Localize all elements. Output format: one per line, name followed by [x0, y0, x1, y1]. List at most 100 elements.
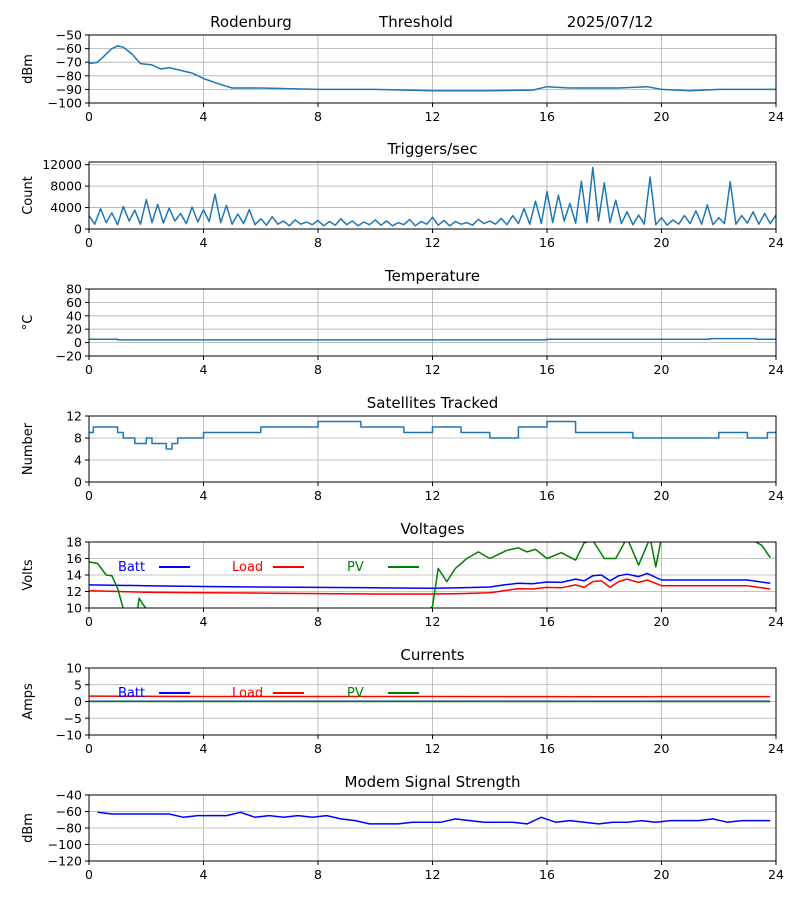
x-tick-label: 8 — [314, 741, 322, 756]
y-axis-label: Volts — [21, 559, 36, 591]
legend-label-pv: PV — [347, 560, 364, 575]
y-axis-label: Number — [21, 422, 36, 475]
x-tick-label: 24 — [768, 614, 784, 629]
x-tick-label: 4 — [200, 741, 208, 756]
x-tick-label: 8 — [314, 867, 322, 882]
y-tick-label: 0 — [74, 335, 82, 350]
y-tick-label: 12000 — [42, 157, 82, 172]
x-tick-label: 4 — [200, 867, 208, 882]
x-tick-label: 4 — [200, 488, 208, 503]
series-line-load — [89, 578, 771, 595]
x-tick-label: 20 — [654, 488, 670, 503]
x-tick-label: 12 — [425, 109, 441, 124]
y-tick-label: −20 — [56, 349, 82, 364]
panel-title: Currents — [400, 646, 464, 664]
x-tick-label: 4 — [200, 614, 208, 629]
x-tick-label: 24 — [768, 867, 784, 882]
y-axis-label: dBm — [21, 813, 36, 843]
x-tick-label: 0 — [85, 741, 93, 756]
y-tick-label: −120 — [48, 854, 82, 869]
series-line-pv — [89, 542, 771, 608]
x-tick-label: 16 — [539, 109, 555, 124]
y-tick-label: −80 — [56, 68, 82, 83]
y-tick-label: 80 — [66, 282, 82, 297]
x-tick-label: 16 — [539, 741, 555, 756]
y-tick-label: 40 — [66, 308, 82, 323]
y-axis-label: Amps — [21, 683, 36, 720]
x-tick-label: 16 — [539, 488, 555, 503]
panel-4: 0 4 8 12 16 20 24 0 4 8 12 Satellites Tracked Number — [21, 394, 784, 503]
y-tick-label: 10 — [66, 661, 82, 676]
x-tick-label: 0 — [85, 235, 93, 250]
x-tick-label: 24 — [768, 235, 784, 250]
x-tick-label: 4 — [200, 362, 208, 377]
x-tick-label: 12 — [425, 488, 441, 503]
panel-2: 0 4 8 12 16 20 24 0 4000 8000 12000 Triggers/sec Cou… — [21, 140, 784, 250]
x-tick-label: 16 — [539, 614, 555, 629]
y-tick-label: 60 — [66, 295, 82, 310]
series-line — [89, 420, 776, 450]
y-tick-label: −60 — [56, 804, 82, 819]
y-tick-label: 8000 — [50, 179, 82, 194]
y-tick-label: −70 — [56, 55, 82, 70]
y-tick-label: 4000 — [50, 200, 82, 215]
x-tick-label: 0 — [85, 614, 93, 629]
series-line — [89, 45, 776, 92]
y-tick-label: 20 — [66, 322, 82, 337]
panel-title: Modem Signal Strength — [345, 773, 521, 791]
y-tick-label: 4 — [74, 453, 82, 468]
x-tick-label: 0 — [85, 109, 93, 124]
panel-title: Temperature — [384, 267, 480, 285]
y-tick-label: −40 — [56, 788, 82, 803]
y-tick-label: 0 — [74, 694, 82, 709]
series-line-load — [89, 695, 771, 698]
y-tick-label: 14 — [66, 568, 82, 583]
x-tick-label: 8 — [314, 488, 322, 503]
x-tick-label: 0 — [85, 362, 93, 377]
panel-title: Triggers/sec — [387, 140, 478, 158]
y-tick-label: 5 — [74, 677, 82, 692]
x-tick-label: 4 — [200, 235, 208, 250]
y-tick-label: 18 — [66, 535, 82, 550]
panel-title: Voltages — [400, 520, 464, 538]
x-tick-label: 20 — [654, 867, 670, 882]
series-line-batt — [89, 572, 771, 589]
y-tick-label: 16 — [66, 551, 82, 566]
y-tick-label: 8 — [74, 431, 82, 446]
series-line — [89, 337, 776, 341]
x-tick-label: 20 — [654, 235, 670, 250]
y-tick-label: 12 — [66, 409, 82, 424]
y-tick-label: 12 — [66, 584, 82, 599]
x-tick-label: 16 — [539, 362, 555, 377]
trigger-mode: Threshold — [378, 13, 453, 31]
legend-label-batt: Batt — [118, 560, 145, 575]
x-tick-label: 20 — [654, 362, 670, 377]
x-tick-label: 12 — [425, 235, 441, 250]
legend-label-load: Load — [232, 686, 263, 701]
y-tick-label: −80 — [56, 821, 82, 836]
x-tick-label: 8 — [314, 614, 322, 629]
legend-label-load: Load — [232, 560, 263, 575]
panel-1: 0 4 8 12 16 20 24 −50−60−70−80−90−100 dBm — [21, 28, 784, 125]
y-tick-label: 10 — [66, 601, 82, 616]
x-tick-label: 8 — [314, 235, 322, 250]
y-tick-label: 0 — [74, 222, 82, 237]
series-line — [89, 166, 776, 227]
y-tick-label: −50 — [56, 28, 82, 43]
x-tick-label: 8 — [314, 362, 322, 377]
x-tick-label: 20 — [654, 741, 670, 756]
y-axis-label: dBm — [21, 54, 36, 84]
y-axis-label: Count — [21, 176, 36, 215]
x-tick-label: 0 — [85, 488, 93, 503]
x-tick-label: 12 — [425, 741, 441, 756]
x-tick-label: 24 — [768, 741, 784, 756]
y-tick-label: −10 — [56, 728, 82, 743]
legend-label-batt: Batt — [118, 686, 145, 701]
x-tick-label: 4 — [200, 109, 208, 124]
panel-7: 0 4 8 12 16 20 24 −40−60 −80−100 −120 Modem Signal… — [21, 773, 784, 882]
